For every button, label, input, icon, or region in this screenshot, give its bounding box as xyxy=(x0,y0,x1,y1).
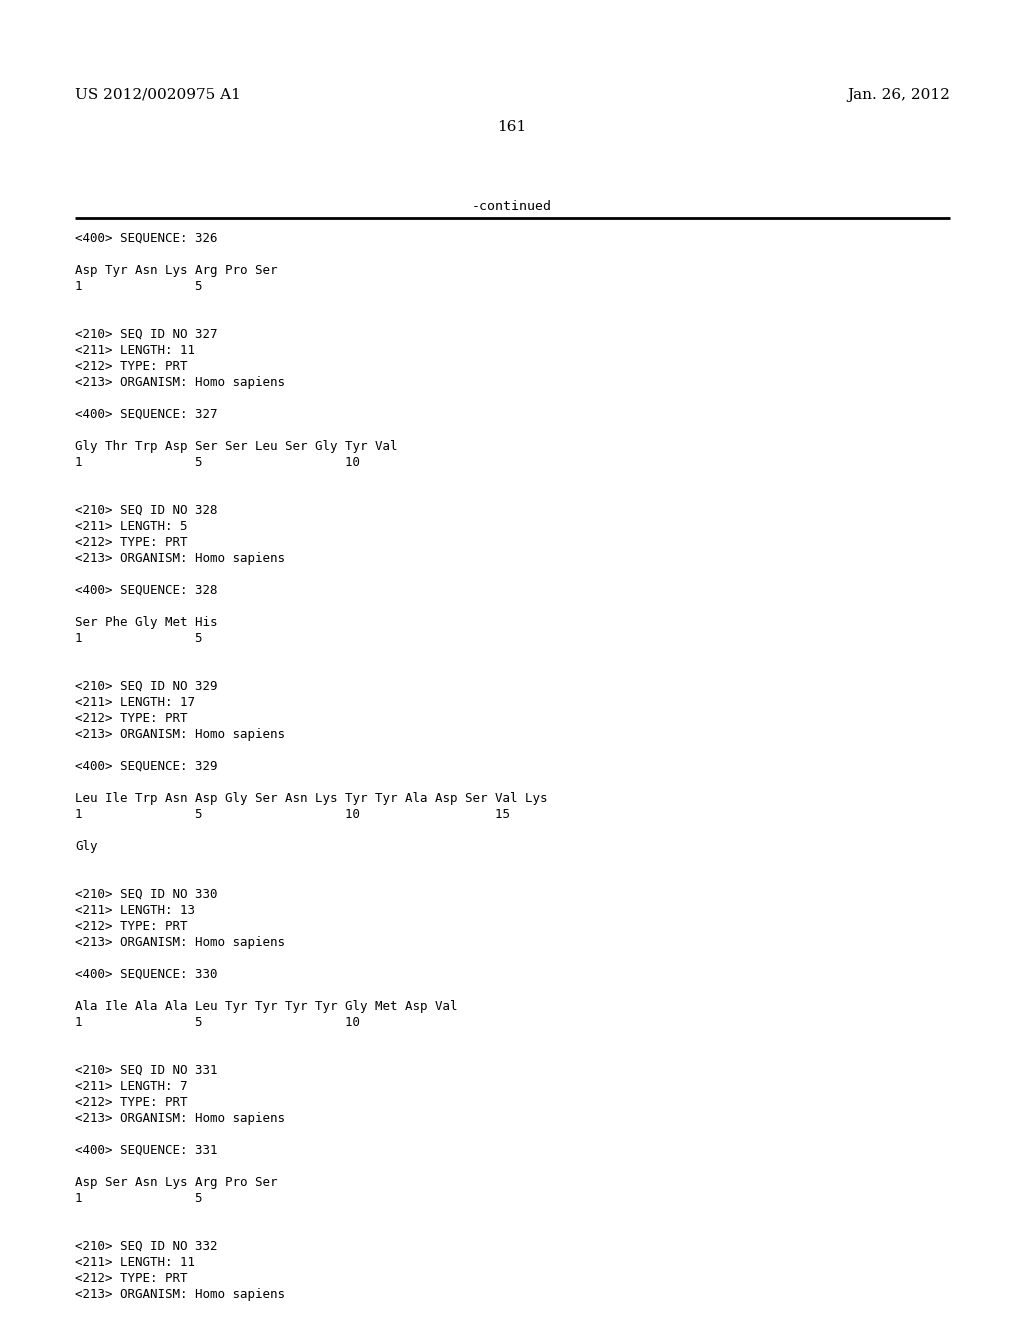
Text: <211> LENGTH: 5: <211> LENGTH: 5 xyxy=(75,520,187,533)
Text: Ser Phe Gly Met His: Ser Phe Gly Met His xyxy=(75,616,217,630)
Text: <400> SEQUENCE: 328: <400> SEQUENCE: 328 xyxy=(75,583,217,597)
Text: <400> SEQUENCE: 329: <400> SEQUENCE: 329 xyxy=(75,760,217,774)
Text: 1               5: 1 5 xyxy=(75,1192,203,1205)
Text: <211> LENGTH: 11: <211> LENGTH: 11 xyxy=(75,345,195,356)
Text: <211> LENGTH: 11: <211> LENGTH: 11 xyxy=(75,1257,195,1269)
Text: <210> SEQ ID NO 332: <210> SEQ ID NO 332 xyxy=(75,1239,217,1253)
Text: Asp Tyr Asn Lys Arg Pro Ser: Asp Tyr Asn Lys Arg Pro Ser xyxy=(75,264,278,277)
Text: <213> ORGANISM: Homo sapiens: <213> ORGANISM: Homo sapiens xyxy=(75,936,285,949)
Text: <212> TYPE: PRT: <212> TYPE: PRT xyxy=(75,1272,187,1284)
Text: <211> LENGTH: 7: <211> LENGTH: 7 xyxy=(75,1080,187,1093)
Text: <213> ORGANISM: Homo sapiens: <213> ORGANISM: Homo sapiens xyxy=(75,376,285,389)
Text: <212> TYPE: PRT: <212> TYPE: PRT xyxy=(75,1096,187,1109)
Text: 1               5                   10                  15: 1 5 10 15 xyxy=(75,808,510,821)
Text: <400> SEQUENCE: 327: <400> SEQUENCE: 327 xyxy=(75,408,217,421)
Text: <210> SEQ ID NO 329: <210> SEQ ID NO 329 xyxy=(75,680,217,693)
Text: <400> SEQUENCE: 330: <400> SEQUENCE: 330 xyxy=(75,968,217,981)
Text: 1               5                   10: 1 5 10 xyxy=(75,455,360,469)
Text: US 2012/0020975 A1: US 2012/0020975 A1 xyxy=(75,88,241,102)
Text: Gly Thr Trp Asp Ser Ser Leu Ser Gly Tyr Val: Gly Thr Trp Asp Ser Ser Leu Ser Gly Tyr … xyxy=(75,440,397,453)
Text: <213> ORGANISM: Homo sapiens: <213> ORGANISM: Homo sapiens xyxy=(75,1288,285,1302)
Text: <212> TYPE: PRT: <212> TYPE: PRT xyxy=(75,360,187,374)
Text: Asp Ser Asn Lys Arg Pro Ser: Asp Ser Asn Lys Arg Pro Ser xyxy=(75,1176,278,1189)
Text: -continued: -continued xyxy=(472,201,552,213)
Text: <212> TYPE: PRT: <212> TYPE: PRT xyxy=(75,711,187,725)
Text: <210> SEQ ID NO 328: <210> SEQ ID NO 328 xyxy=(75,504,217,517)
Text: <211> LENGTH: 17: <211> LENGTH: 17 xyxy=(75,696,195,709)
Text: <213> ORGANISM: Homo sapiens: <213> ORGANISM: Homo sapiens xyxy=(75,1111,285,1125)
Text: <212> TYPE: PRT: <212> TYPE: PRT xyxy=(75,536,187,549)
Text: 1               5                   10: 1 5 10 xyxy=(75,1016,360,1030)
Text: <210> SEQ ID NO 331: <210> SEQ ID NO 331 xyxy=(75,1064,217,1077)
Text: 1               5: 1 5 xyxy=(75,280,203,293)
Text: Gly: Gly xyxy=(75,840,97,853)
Text: 161: 161 xyxy=(498,120,526,135)
Text: <400> SEQUENCE: 331: <400> SEQUENCE: 331 xyxy=(75,1144,217,1158)
Text: Jan. 26, 2012: Jan. 26, 2012 xyxy=(847,88,950,102)
Text: 1               5: 1 5 xyxy=(75,632,203,645)
Text: <211> LENGTH: 13: <211> LENGTH: 13 xyxy=(75,904,195,917)
Text: <210> SEQ ID NO 327: <210> SEQ ID NO 327 xyxy=(75,327,217,341)
Text: Ala Ile Ala Ala Leu Tyr Tyr Tyr Tyr Gly Met Asp Val: Ala Ile Ala Ala Leu Tyr Tyr Tyr Tyr Gly … xyxy=(75,1001,458,1012)
Text: <213> ORGANISM: Homo sapiens: <213> ORGANISM: Homo sapiens xyxy=(75,552,285,565)
Text: <212> TYPE: PRT: <212> TYPE: PRT xyxy=(75,920,187,933)
Text: <400> SEQUENCE: 326: <400> SEQUENCE: 326 xyxy=(75,232,217,246)
Text: <210> SEQ ID NO 330: <210> SEQ ID NO 330 xyxy=(75,888,217,902)
Text: <213> ORGANISM: Homo sapiens: <213> ORGANISM: Homo sapiens xyxy=(75,729,285,741)
Text: Leu Ile Trp Asn Asp Gly Ser Asn Lys Tyr Tyr Ala Asp Ser Val Lys: Leu Ile Trp Asn Asp Gly Ser Asn Lys Tyr … xyxy=(75,792,548,805)
